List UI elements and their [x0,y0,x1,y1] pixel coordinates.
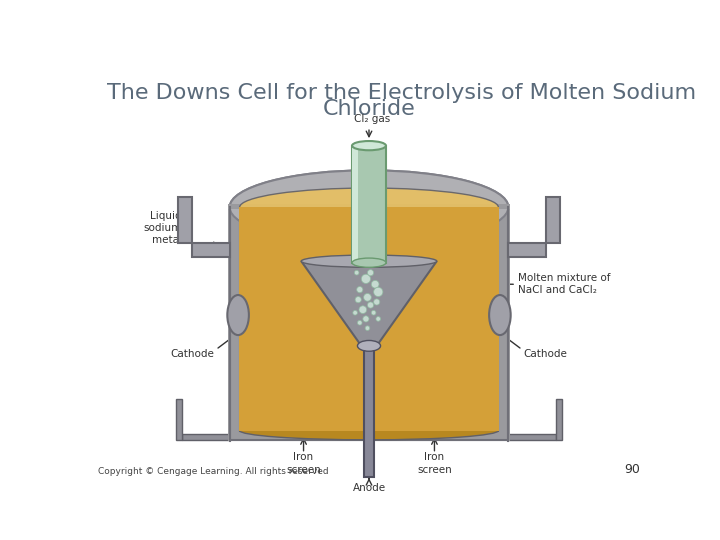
Circle shape [354,271,359,275]
Text: Chloride: Chloride [323,99,415,119]
Text: The Downs Cell for the Electrolysis of Molten Sodium: The Downs Cell for the Electrolysis of M… [107,83,696,103]
Circle shape [359,306,366,314]
Circle shape [357,320,362,325]
Ellipse shape [357,340,381,351]
Circle shape [361,274,371,284]
Circle shape [365,326,370,330]
Bar [192,242,230,256]
Bar [230,207,508,440]
Bar [182,434,230,440]
Bar [556,399,562,440]
Circle shape [374,287,383,296]
Bar [178,197,192,242]
Bar [364,345,374,477]
Ellipse shape [228,295,249,335]
Circle shape [353,310,357,315]
Polygon shape [301,261,437,346]
Ellipse shape [240,188,498,226]
Circle shape [372,280,379,288]
Ellipse shape [352,258,386,267]
Ellipse shape [230,170,508,244]
Text: Iron
screen: Iron screen [417,452,452,475]
Circle shape [364,294,372,301]
Bar [228,207,510,441]
Bar [352,146,386,262]
Ellipse shape [352,141,386,150]
Bar [228,204,510,209]
Circle shape [367,302,374,308]
Bar [352,146,359,262]
Circle shape [374,299,379,305]
Text: Copyright © Cengage Learning. All rights reserved: Copyright © Cengage Learning. All rights… [98,467,328,476]
Text: Liquid
sodium
metal: Liquid sodium metal [143,211,182,246]
Bar [508,242,546,256]
Text: Anode: Anode [352,483,386,493]
Bar [176,399,182,440]
Bar [546,197,560,242]
Ellipse shape [240,195,498,219]
Circle shape [356,287,363,293]
Ellipse shape [301,255,437,267]
Bar [239,207,499,430]
Text: Iron
screen: Iron screen [286,452,321,475]
Circle shape [376,316,381,321]
Bar [240,207,498,430]
Circle shape [367,269,374,276]
Text: Molten mixture of
NaCl and CaCl₂: Molten mixture of NaCl and CaCl₂ [518,273,610,295]
Text: Cathode: Cathode [171,348,215,359]
Circle shape [355,296,361,303]
Text: Cl₂ gas: Cl₂ gas [354,114,390,124]
Text: 90: 90 [624,463,640,476]
Ellipse shape [230,170,508,244]
Circle shape [363,316,369,322]
Circle shape [372,310,376,315]
Ellipse shape [489,295,510,335]
Bar [508,434,556,440]
Text: Cathode: Cathode [523,348,567,359]
Ellipse shape [240,421,498,440]
